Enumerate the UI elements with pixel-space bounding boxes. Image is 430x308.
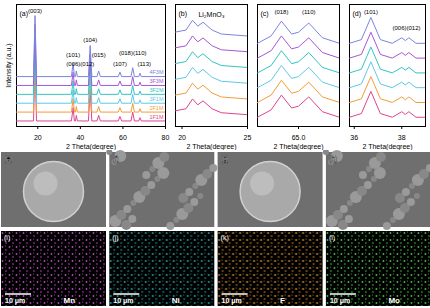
svg-text:Intensity (a.u.): Intensity (a.u.) [5,43,13,87]
svg-text:3F2M: 3F2M [149,87,163,93]
svg-text:2 Theta(degree): 2 Theta(degree) [362,143,412,151]
svg-text:10 μm: 10 μm [113,297,133,305]
svg-text:2 Theta(degree): 2 Theta(degree) [273,143,323,151]
svg-text:(k): (k) [221,234,229,242]
svg-text:65.0: 65.0 [292,134,306,141]
svg-text:(018)(110): (018)(110) [119,50,147,56]
svg-text:(j): (j) [112,234,118,242]
svg-text:Li₂MnO₃: Li₂MnO₃ [198,11,224,18]
svg-text:(c): (c) [261,10,269,18]
svg-text:Ni: Ni [172,296,180,305]
svg-text:(006)(012): (006)(012) [66,61,94,67]
svg-text:(i): (i) [4,234,10,242]
svg-text:(e): (e) [4,155,13,163]
svg-text:(g): (g) [221,155,230,163]
svg-text:(018): (018) [274,9,288,15]
svg-text:(104): (104) [83,37,97,43]
svg-text:(113): (113) [137,61,151,67]
svg-text:Mo: Mo [388,296,400,305]
svg-text:(110): (110) [302,9,316,15]
svg-text:(107): (107) [113,61,127,67]
svg-text:80: 80 [162,134,170,141]
svg-text:(h): (h) [329,155,338,163]
svg-text:25: 25 [244,134,252,141]
svg-text:Mn: Mn [64,296,76,305]
svg-text:10 μm: 10 μm [330,297,350,305]
svg-text:38: 38 [398,134,406,141]
svg-text:(d): (d) [353,10,362,18]
svg-text:20: 20 [34,134,42,141]
svg-text:4F3M: 4F3M [149,69,163,75]
svg-text:40: 40 [76,134,84,141]
svg-text:36: 36 [350,134,358,141]
svg-text:2 Theta(degree): 2 Theta(degree) [186,143,236,151]
svg-text:(f): (f) [112,155,119,163]
svg-text:(101): (101) [66,52,80,58]
svg-text:3F3M: 3F3M [149,78,163,84]
svg-text:2F1M: 2F1M [149,105,163,111]
svg-text:1F1M: 1F1M [149,114,163,120]
svg-text:(006)(012): (006)(012) [392,25,420,31]
svg-text:(l): (l) [329,234,335,242]
svg-text:(015): (015) [92,52,106,58]
svg-text:(b): (b) [179,10,188,18]
svg-text:(003): (003) [28,8,42,14]
svg-text:20: 20 [178,134,186,141]
svg-text:10 μm: 10 μm [222,297,242,305]
svg-text:(101): (101) [364,9,378,15]
svg-text:3F1M: 3F1M [149,96,163,102]
svg-text:10 μm: 10 μm [5,297,25,305]
svg-text:F: F [280,296,285,305]
svg-text:(a): (a) [20,10,29,18]
svg-text:60: 60 [119,134,127,141]
svg-text:2 Theta(degree): 2 Theta(degree) [66,143,116,151]
